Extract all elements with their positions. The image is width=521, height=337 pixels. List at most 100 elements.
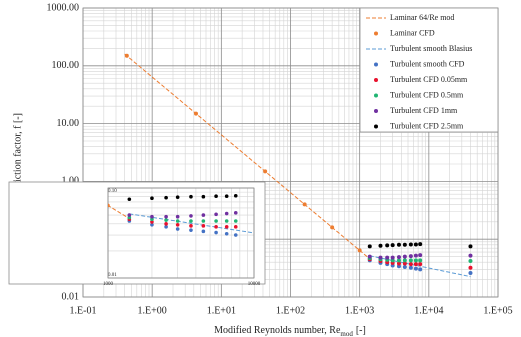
point	[367, 254, 372, 259]
legend-marker	[374, 109, 378, 113]
point	[390, 243, 395, 248]
point	[108, 203, 110, 208]
point	[175, 219, 180, 223]
legend: Laminar 64/Re mod Laminar CFD Turbulent sm…	[359, 7, 499, 133]
point	[214, 194, 218, 199]
point	[189, 194, 193, 199]
x-tick-label: 10000	[248, 282, 261, 287]
legend-label: Turbulent CFD 1mm	[390, 106, 458, 115]
point	[189, 214, 193, 218]
point	[378, 255, 383, 260]
point	[175, 223, 180, 227]
point	[214, 230, 218, 235]
y-tick-label: 1000.00	[47, 2, 80, 13]
point	[408, 242, 413, 247]
point	[150, 196, 154, 201]
point	[224, 211, 229, 216]
x-tick-label: 1.E+04	[414, 305, 443, 316]
point	[127, 197, 132, 202]
point	[224, 225, 229, 229]
point	[224, 219, 229, 223]
point	[150, 217, 154, 222]
x-tick-label: 1000	[103, 282, 114, 287]
point	[201, 219, 206, 223]
point	[413, 253, 418, 258]
point	[408, 265, 413, 270]
point	[164, 218, 168, 222]
legend-label: Laminar 64/Re mod	[390, 13, 454, 22]
point	[413, 242, 418, 247]
point	[48, 168, 52, 172]
legend-marker	[374, 93, 378, 98]
point	[201, 224, 206, 228]
point	[468, 253, 473, 258]
point	[402, 258, 407, 263]
x-tick-label: 1.E+05	[483, 305, 512, 316]
y-tick-label: 0.10	[108, 189, 117, 194]
point	[233, 219, 238, 223]
legend-label: Turbulent CFD 0.5mm	[390, 90, 464, 99]
point	[418, 242, 423, 247]
point	[402, 254, 407, 259]
point	[164, 225, 168, 229]
point	[357, 248, 362, 253]
legend-label: Turbulent CFD 0.05mm	[390, 75, 468, 84]
point	[396, 242, 401, 247]
point	[124, 53, 129, 58]
point	[385, 243, 390, 248]
point	[214, 225, 218, 229]
x-tick-label: 1.E-01	[70, 305, 97, 316]
legend-label: Laminar CFD	[390, 28, 435, 37]
x-tick-label: 1.E+01	[207, 305, 236, 316]
series-group	[48, 168, 344, 237]
legend-label: Turbulent smooth CFD	[390, 59, 465, 68]
point	[413, 266, 418, 271]
point	[233, 225, 238, 229]
point	[164, 195, 168, 200]
point	[408, 254, 413, 259]
x-axis-label: Modified Reynolds number, Remod [-]	[214, 325, 366, 337]
y-axis-label: Friction factor, f [-]	[12, 113, 23, 191]
y-tick-label: 10.00	[57, 118, 80, 129]
point	[340, 231, 344, 235]
point	[201, 194, 206, 199]
legend-label: Turbulent CFD 2.5mm	[390, 121, 464, 130]
y-tick-label: 0.01	[62, 291, 80, 302]
point	[468, 265, 473, 270]
point	[468, 244, 473, 249]
y-tick-label: 1.00	[62, 176, 80, 187]
point	[340, 212, 344, 216]
point	[385, 255, 390, 260]
point	[408, 258, 413, 263]
point	[175, 214, 180, 219]
line	[124, 53, 371, 260]
legend-marker	[374, 62, 378, 67]
point	[378, 243, 383, 248]
point	[224, 194, 229, 199]
point	[189, 224, 193, 228]
point	[175, 227, 180, 231]
point	[150, 220, 154, 224]
point	[201, 213, 206, 217]
point	[390, 258, 395, 263]
x-tick-label: 1.E+00	[138, 305, 167, 316]
point	[418, 267, 423, 272]
legend-marker	[374, 31, 378, 36]
x-axis-label-sub: mod	[340, 330, 353, 337]
point	[233, 193, 238, 198]
point	[402, 261, 407, 266]
point	[402, 265, 407, 270]
point	[224, 231, 229, 236]
point	[367, 244, 372, 249]
point	[263, 169, 268, 174]
x-tick-label: 1.E+02	[276, 305, 305, 316]
y-tick-label: 100.00	[52, 60, 80, 71]
point	[127, 213, 132, 217]
legend-marker	[374, 78, 378, 82]
y-tick-label: 0.01	[108, 273, 117, 278]
point	[164, 214, 168, 219]
point	[340, 197, 344, 201]
point	[408, 262, 413, 267]
series-group	[124, 53, 473, 278]
